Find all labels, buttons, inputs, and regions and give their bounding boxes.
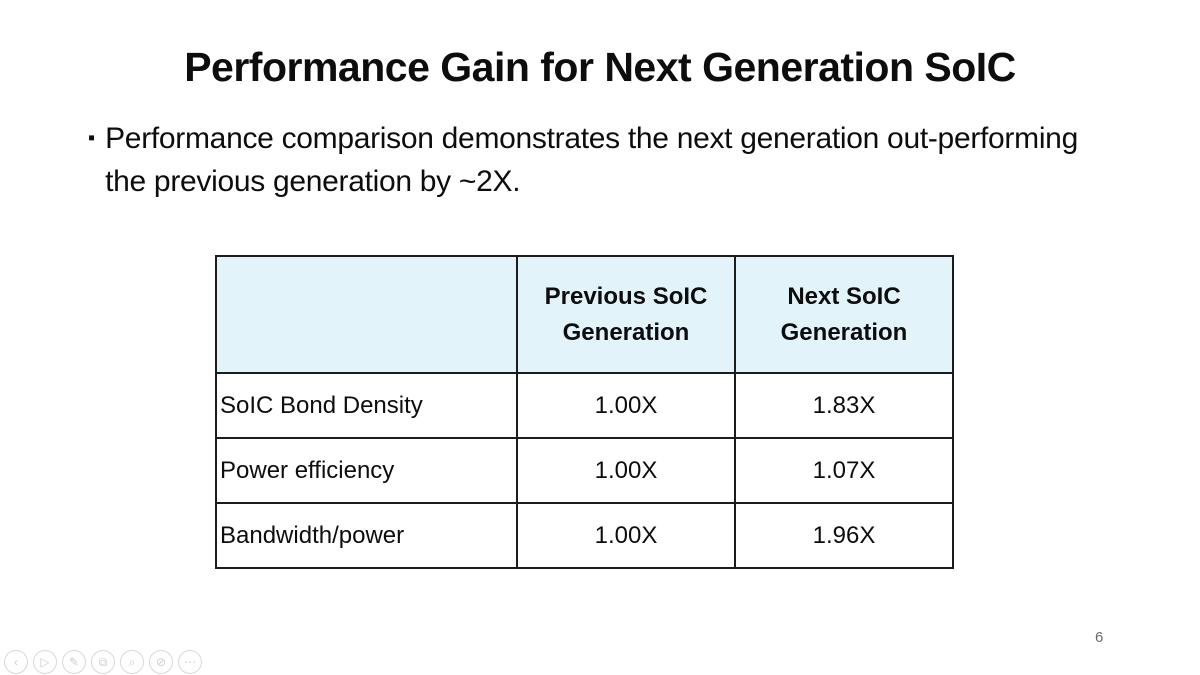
page-title: Performance Gain for Next Generation SoI… (184, 44, 1016, 90)
edit-icon[interactable]: ✎ (62, 650, 86, 674)
bullet-marker-icon: ▪ (88, 127, 96, 149)
video-off-icon[interactable]: ⊘ (149, 650, 173, 674)
table-header-empty (215, 255, 518, 374)
cell-value: 1.07X (734, 437, 954, 504)
table-row: SoIC Bond Density 1.00X 1.83X (215, 372, 954, 439)
row-label: SoIC Bond Density (215, 372, 518, 439)
bullet-point: ▪ Performance comparison demonstrates th… (88, 117, 1098, 203)
bullet-text: Performance comparison demonstrates the … (105, 122, 1078, 198)
cell-value: 1.83X (734, 372, 954, 439)
table-row: Power efficiency 1.00X 1.07X (215, 437, 954, 504)
bottom-toolbar: ‹ ▷ ✎ ⧉ ⌕ ⊘ ⋯ (4, 650, 202, 674)
row-label: Bandwidth/power (215, 502, 518, 569)
play-icon[interactable]: ▷ (33, 650, 57, 674)
cell-value: 1.00X (516, 502, 736, 569)
more-icon[interactable]: ⋯ (178, 650, 202, 674)
cell-value: 1.96X (734, 502, 954, 569)
search-icon[interactable]: ⌕ (120, 650, 144, 674)
table-row: Bandwidth/power 1.00X 1.96X (215, 502, 954, 569)
cell-value: 1.00X (516, 372, 736, 439)
back-icon[interactable]: ‹ (4, 650, 28, 674)
page-number: 6 (1095, 629, 1104, 646)
table-header-row: Previous SoIC Generation Next SoIC Gener… (215, 255, 954, 374)
cell-value: 1.00X (516, 437, 736, 504)
performance-table: Previous SoIC Generation Next SoIC Gener… (215, 255, 954, 569)
copy-icon[interactable]: ⧉ (91, 650, 115, 674)
row-label: Power efficiency (215, 437, 518, 504)
table-header-next: Next SoIC Generation (734, 255, 954, 374)
table-header-previous: Previous SoIC Generation (516, 255, 736, 374)
